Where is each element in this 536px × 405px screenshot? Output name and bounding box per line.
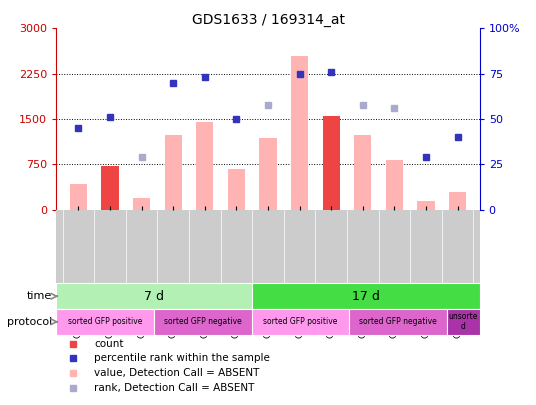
Text: percentile rank within the sample: percentile rank within the sample: [94, 353, 270, 363]
Bar: [56, 284, 252, 309]
Bar: [323, 116, 340, 210]
Bar: [354, 135, 371, 210]
Bar: [252, 284, 480, 309]
Bar: [56, 309, 154, 335]
Bar: [101, 166, 118, 210]
Text: rank, Detection Call = ABSENT: rank, Detection Call = ABSENT: [94, 383, 255, 392]
Title: GDS1633 / 169314_at: GDS1633 / 169314_at: [191, 13, 345, 27]
Bar: [228, 168, 245, 210]
Text: sorted GFP positive: sorted GFP positive: [263, 317, 338, 326]
Bar: [196, 122, 213, 210]
Bar: [291, 55, 308, 210]
Bar: [449, 192, 466, 210]
Text: unsorte
d: unsorte d: [449, 312, 478, 331]
Text: count: count: [94, 339, 124, 349]
Bar: [349, 309, 447, 335]
Bar: [386, 160, 403, 210]
Bar: [252, 309, 349, 335]
Text: protocol: protocol: [7, 317, 52, 327]
Bar: [133, 198, 150, 210]
Text: sorted GFP negative: sorted GFP negative: [360, 317, 437, 326]
Text: 7 d: 7 d: [144, 290, 164, 303]
Bar: [259, 139, 277, 210]
Text: 17 d: 17 d: [352, 290, 379, 303]
Bar: [70, 184, 87, 210]
Text: sorted GFP negative: sorted GFP negative: [164, 317, 242, 326]
Bar: [165, 135, 182, 210]
Bar: [418, 201, 435, 210]
Bar: [154, 309, 252, 335]
Text: value, Detection Call = ABSENT: value, Detection Call = ABSENT: [94, 368, 260, 378]
Text: sorted GFP positive: sorted GFP positive: [68, 317, 143, 326]
Text: time: time: [27, 291, 52, 301]
Bar: [447, 309, 480, 335]
